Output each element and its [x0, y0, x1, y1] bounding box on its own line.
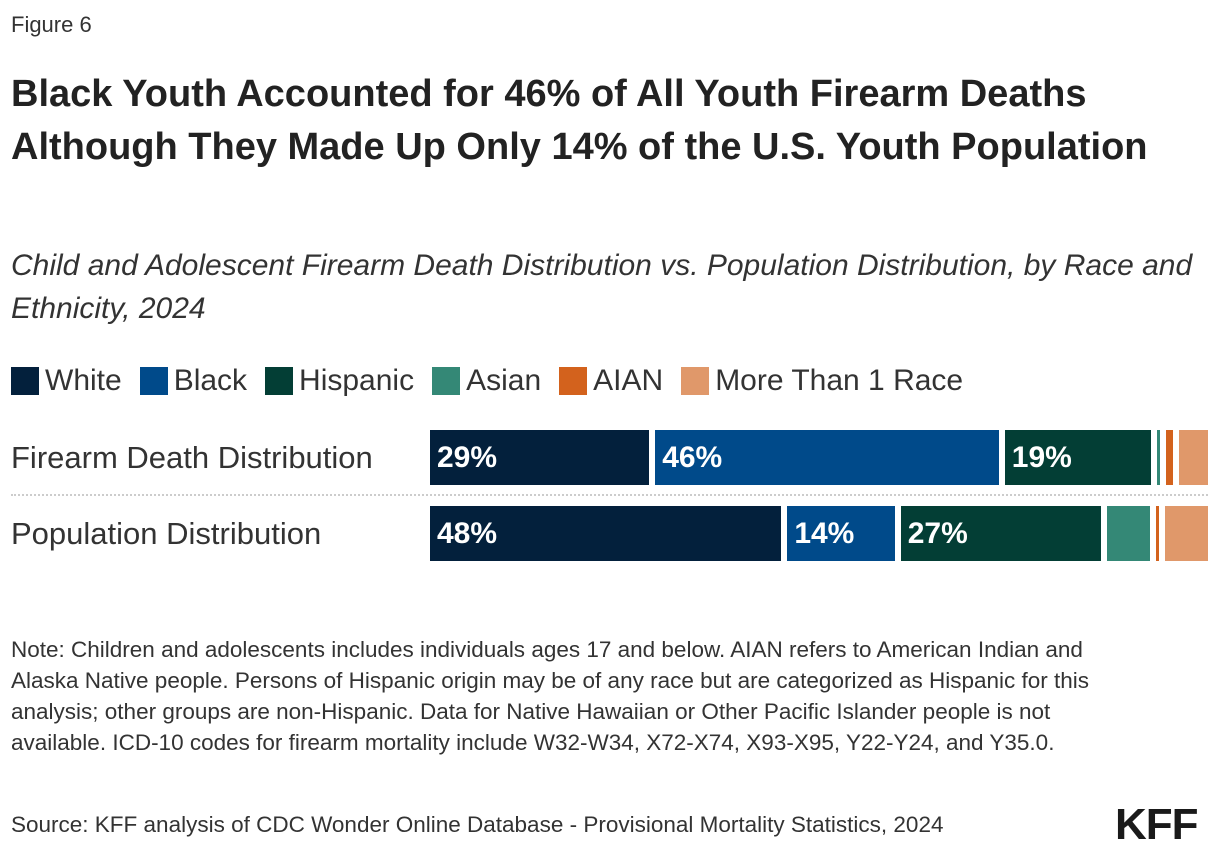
chart-title: Black Youth Accounted for 46% of All You…: [11, 73, 1148, 168]
legend: White Black Hispanic Asian AIAN More Than 1 R…: [11, 364, 981, 398]
figure-label: Figure 6: [11, 12, 92, 37]
row-divider: [11, 494, 1208, 496]
legend-item: Hispanic: [265, 364, 414, 398]
legend-swatch: [559, 367, 588, 395]
bar-segment-asian: [1107, 506, 1151, 561]
kff-logo: KFF: [1115, 800, 1199, 849]
bar-segment-black: 14%: [787, 506, 895, 561]
bar-segment-asian: [1156, 430, 1160, 485]
row-label: Firearm Death Distribution: [11, 439, 373, 475]
legend-label: Black: [173, 364, 248, 397]
legend-swatch: [265, 367, 294, 395]
chart-note: Note: Children and adolescents includes …: [11, 637, 1090, 755]
legend-label: Asian: [466, 364, 542, 397]
bar-segment-aian: [1156, 506, 1160, 561]
legend-swatch: [139, 367, 168, 395]
stacked-bar: 29% 46% 19%: [430, 430, 1208, 485]
bar-segment-more-than-1-race: [1165, 506, 1208, 561]
data-label: 19%: [1011, 440, 1072, 474]
legend-swatch: [681, 367, 710, 395]
legend-item: More Than 1 Race: [681, 364, 963, 398]
data-label: 14%: [794, 516, 855, 550]
legend-swatch: [11, 367, 39, 395]
data-label: 27%: [907, 516, 968, 550]
data-label: 29%: [437, 440, 498, 474]
stacked-bar: 48% 14% 27%: [430, 506, 1208, 561]
legend-item: Black: [139, 364, 248, 398]
data-label: 46%: [662, 440, 723, 474]
chart-subtitle: Child and Adolescent Firearm Death Distr…: [11, 249, 1193, 325]
row-firearm-death: Firearm Death Distribution 29% 46% 19%: [11, 430, 1208, 485]
bar-segment-black: 46%: [655, 430, 999, 485]
legend-swatch: [432, 367, 461, 395]
legend-label: White: [45, 364, 122, 397]
bar-segment-hispanic: 19%: [1004, 430, 1151, 485]
row-population: Population Distribution 48% 14% 27%: [11, 506, 1208, 561]
bar-segment-aian: [1165, 430, 1174, 485]
legend-item: Asian: [432, 364, 541, 398]
data-label: 48%: [437, 516, 498, 550]
legend-item: AIAN: [559, 364, 663, 398]
bar-segment-white: 29%: [430, 430, 650, 485]
legend-label: More Than 1 Race: [715, 364, 964, 397]
row-label: Population Distribution: [11, 515, 322, 551]
bar-segment-white: 48%: [430, 506, 782, 561]
chart-source: Source: KFF analysis of CDC Wonder Onlin…: [11, 812, 944, 837]
legend-item: White: [11, 364, 122, 398]
bar-segment-more-than-1-race: [1179, 430, 1208, 485]
bar-segment-hispanic: 27%: [900, 506, 1102, 561]
legend-label: Hispanic: [299, 364, 415, 397]
legend-label: AIAN: [593, 364, 664, 397]
